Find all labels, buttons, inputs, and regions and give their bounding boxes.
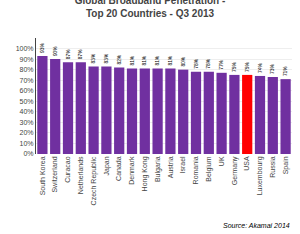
- svg-text:Canada: Canada: [115, 156, 122, 181]
- svg-text:82%: 82%: [117, 54, 122, 64]
- svg-text:South Korea: South Korea: [39, 156, 46, 195]
- svg-text:87%: 87%: [78, 49, 83, 59]
- svg-text:74%: 74%: [258, 63, 263, 73]
- svg-text:UK: UK: [218, 156, 225, 166]
- svg-text:93%: 93%: [40, 43, 45, 53]
- svg-text:81%: 81%: [155, 55, 160, 65]
- svg-text:87%: 87%: [66, 49, 71, 59]
- svg-text:73%: 73%: [270, 64, 275, 74]
- svg-text:90%: 90%: [20, 56, 34, 63]
- svg-text:Global Broadband Penetration -: Global Broadband Penetration -Top 20 Cou…: [75, 0, 226, 19]
- svg-text:50%: 50%: [20, 98, 34, 105]
- svg-text:75%: 75%: [245, 62, 250, 72]
- svg-text:75%: 75%: [232, 62, 237, 72]
- svg-text:Luxembourg: Luxembourg: [256, 156, 264, 195]
- svg-text:Switzerland: Switzerland: [51, 156, 58, 192]
- svg-text:80%: 80%: [181, 56, 186, 66]
- svg-text:20%: 20%: [20, 129, 34, 136]
- svg-text:40%: 40%: [20, 108, 34, 115]
- svg-text:Romania: Romania: [192, 156, 199, 184]
- svg-text:77%: 77%: [219, 59, 224, 69]
- svg-text:83%: 83%: [91, 53, 96, 63]
- svg-text:10%: 10%: [20, 140, 34, 147]
- svg-text:Bulgaria: Bulgaria: [154, 156, 162, 182]
- svg-text:Source: Akamai 2014: Source: Akamai 2014: [223, 222, 290, 229]
- svg-text:81%: 81%: [168, 55, 173, 65]
- svg-text:0%: 0%: [23, 150, 33, 157]
- svg-text:78%: 78%: [206, 58, 211, 68]
- svg-text:78%: 78%: [194, 58, 199, 68]
- svg-text:Czech Republic: Czech Republic: [90, 156, 98, 206]
- svg-text:100%: 100%: [16, 45, 34, 52]
- svg-text:Hong Kong: Hong Kong: [141, 156, 149, 191]
- svg-text:USA: USA: [243, 156, 250, 171]
- svg-text:30%: 30%: [20, 119, 34, 126]
- svg-text:71%: 71%: [283, 66, 288, 76]
- svg-text:83%: 83%: [104, 53, 109, 63]
- svg-text:Germany: Germany: [231, 156, 239, 185]
- svg-text:Israel: Israel: [179, 156, 186, 174]
- svg-text:81%: 81%: [130, 55, 135, 65]
- svg-text:80%: 80%: [20, 66, 34, 73]
- svg-text:Curacao: Curacao: [64, 156, 71, 183]
- svg-text:60%: 60%: [20, 87, 34, 94]
- svg-text:81%: 81%: [142, 55, 147, 65]
- svg-text:Russia: Russia: [269, 156, 276, 178]
- svg-text:Spain: Spain: [282, 156, 290, 174]
- svg-text:Netherlands: Netherlands: [77, 156, 84, 194]
- svg-text:Austria: Austria: [167, 156, 174, 178]
- svg-text:Belgium: Belgium: [205, 156, 213, 181]
- svg-text:Denmark: Denmark: [128, 156, 135, 185]
- svg-text:70%: 70%: [20, 77, 34, 84]
- svg-text:Japan: Japan: [103, 156, 111, 175]
- svg-text:90%: 90%: [53, 46, 58, 56]
